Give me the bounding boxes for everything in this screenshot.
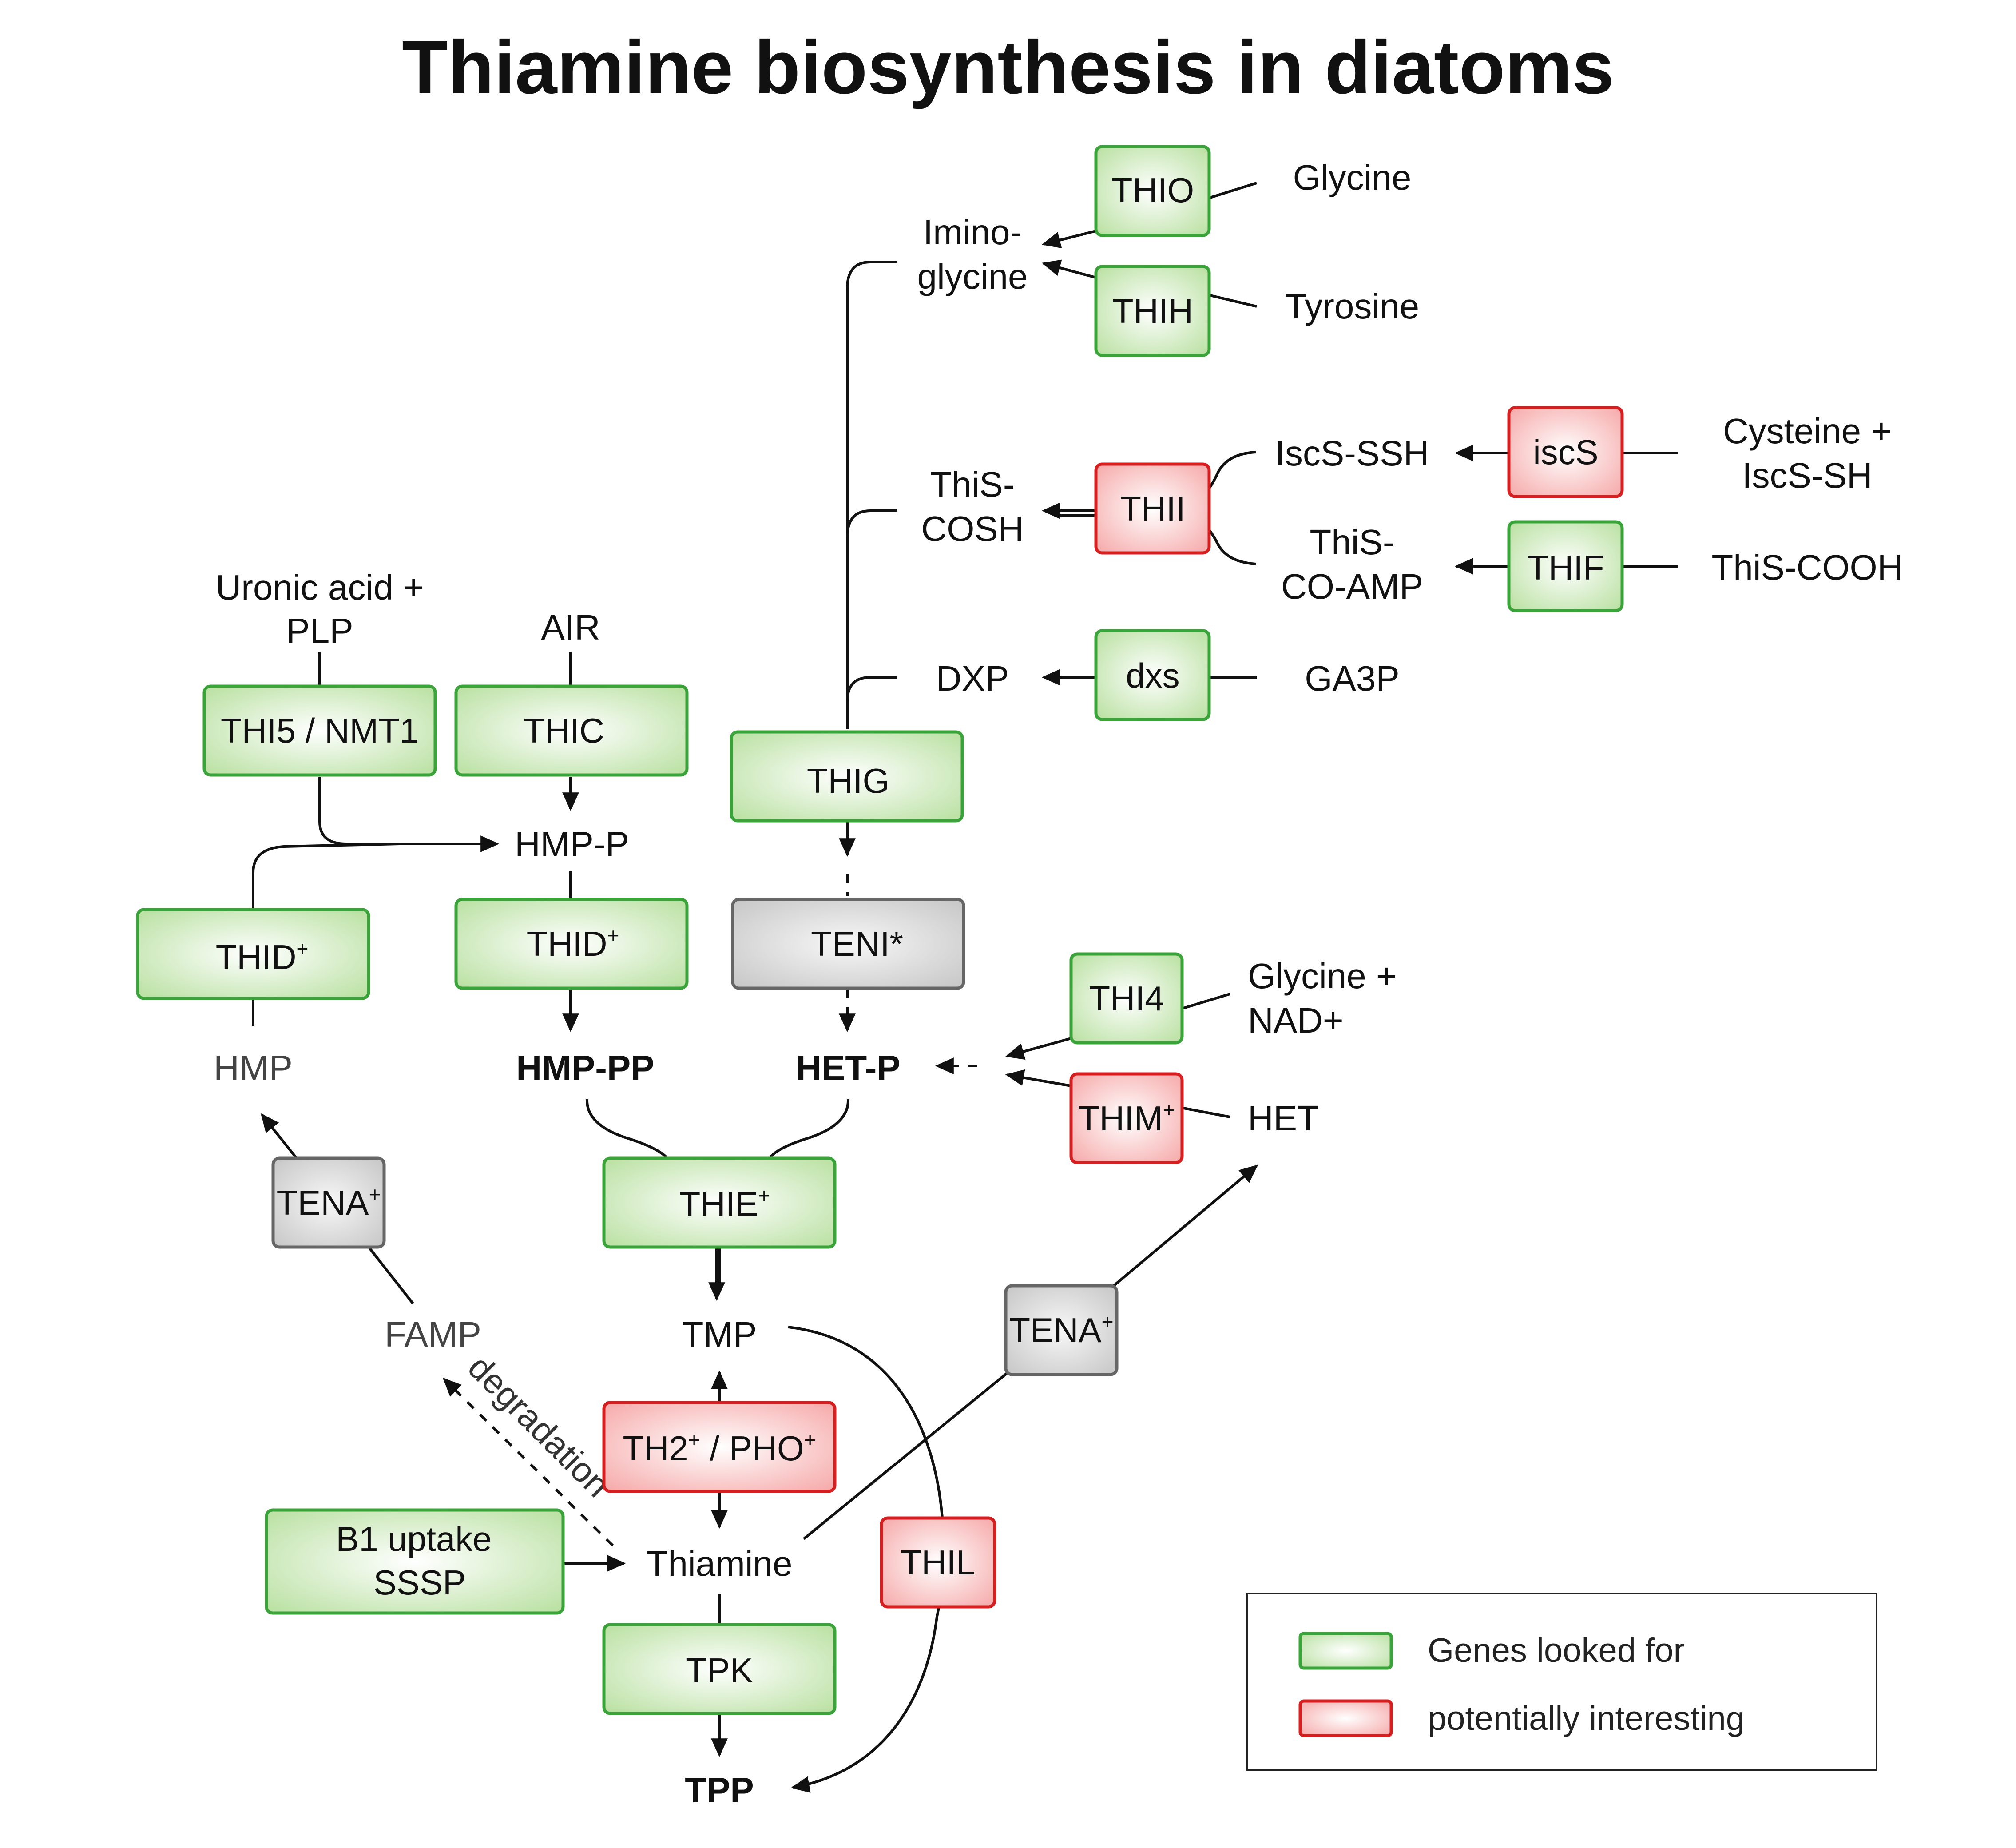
gene-label-b1-line1: B1 uptake (336, 1519, 492, 1558)
legend-label-potentially-interesting: potentially interesting (1428, 1700, 1745, 1737)
gene-label-thi5-nmt1: THI5 / NMT1 (221, 711, 419, 750)
compound-cysteine-line1: Cysteine + (1723, 411, 1892, 451)
gene-box-thif[interactable]: THIF (1507, 520, 1624, 612)
gene-label-thic: THIC (524, 711, 604, 750)
gene-box-thic[interactable]: THIC (454, 684, 689, 777)
gene-label-thif: THIF (1527, 548, 1604, 587)
diagram-title: Thiamine biosynthesis in diatoms (402, 25, 1614, 110)
compound-uronic-line2: PLP (286, 611, 353, 651)
compound-this-cooh: ThiS-COOH (1711, 548, 1903, 587)
compound-this-cosh-line2: COSH (921, 509, 1024, 548)
compound-hmp-p: HMP-P (515, 824, 629, 864)
compound-tmp: TMP (682, 1315, 757, 1354)
gene-label-b1-line2: SSSP (373, 1563, 466, 1602)
compound-air: AIR (541, 608, 600, 647)
gene-box-iscs[interactable]: iscS (1507, 406, 1624, 498)
compound-glycine-nad-line1: Glycine + (1248, 956, 1397, 996)
gene-box-tena-right[interactable]: TENA+ (1004, 1284, 1119, 1376)
gene-box-b1-uptake[interactable]: B1 uptake SSSP (265, 1508, 565, 1615)
gene-box-thig[interactable]: THIG (730, 730, 964, 823)
gene-label-thie: THIE+ (679, 1184, 770, 1224)
gene-label-tena-right: TENA+ (1009, 1310, 1114, 1350)
compound-this-coamp-line1: ThiS- (1310, 522, 1394, 562)
pathway-connectors (252, 182, 1678, 1793)
compound-this-coamp-line2: CO-AMP (1281, 567, 1423, 606)
gene-label-dxs: dxs (1126, 656, 1179, 695)
compound-tyrosine: Tyrosine (1285, 286, 1419, 326)
gene-label-tena-left: TENA+ (277, 1183, 381, 1222)
compound-dxp: DXP (936, 659, 1009, 698)
gene-box-thid-middle[interactable]: THID+ (454, 898, 689, 990)
gene-label-thii: THII (1120, 489, 1185, 528)
gene-label-thid-middle: THID+ (527, 924, 619, 963)
gene-box-tena-left[interactable]: TENA+ (271, 1156, 386, 1249)
gene-label-thil: THIL (900, 1543, 975, 1582)
gene-box-thil[interactable]: THIL (880, 1516, 996, 1609)
gene-box-thih[interactable]: THIH (1094, 265, 1211, 357)
compound-this-cosh-line1: ThiS- (930, 465, 1015, 504)
compound-glycine: Glycine (1293, 158, 1412, 197)
gene-box-thid-left[interactable]: THID+ (136, 908, 370, 1000)
legend: Genes looked for potentially interesting (1246, 1593, 1877, 1771)
gene-box-thi5-nmt1[interactable]: THI5 / NMT1 (202, 684, 437, 777)
gene-box-teni[interactable]: TENI* (731, 898, 965, 990)
gene-label-iscs: iscS (1533, 433, 1598, 472)
legend-label-genes-looked-for: Genes looked for (1428, 1632, 1685, 1669)
degradation-label: degradation (460, 1347, 618, 1505)
gene-box-thii[interactable]: THII (1094, 462, 1211, 555)
gene-box-thio[interactable]: THIO (1094, 145, 1211, 237)
gene-label-thid-left: THID+ (216, 937, 309, 977)
compound-hmp: HMP (214, 1048, 293, 1088)
gene-box-thim[interactable]: THIM+ (1069, 1072, 1184, 1164)
compound-hmp-pp: HMP-PP (516, 1048, 654, 1088)
legend-frame (1246, 1593, 1877, 1771)
compound-iminoglycine-line1: Imino- (923, 212, 1022, 252)
legend-swatch-red (1298, 1699, 1393, 1737)
compound-het-p: HET-P (796, 1048, 901, 1088)
gene-boxes: THIO THIH THII iscS THIF dxs THI (136, 145, 1624, 1715)
gene-label-th2-pho: TH2+ / PHO+ (623, 1428, 816, 1468)
compound-uronic-line1: Uronic acid + (215, 568, 424, 607)
gene-label-tpk: TPK (686, 1651, 753, 1690)
gene-label-thih: THIH (1112, 291, 1193, 330)
compound-glycine-nad-line2: NAD+ (1248, 1001, 1344, 1040)
gene-label-thig: THIG (807, 761, 889, 800)
gene-box-tpk[interactable]: TPK (602, 1623, 837, 1715)
compound-famp: FAMP (385, 1315, 481, 1354)
gene-box-th2-pho[interactable]: TH2+ / PHO+ (602, 1401, 837, 1493)
compound-cysteine-line2: IscS-SH (1742, 456, 1872, 495)
compound-iscs-ssh: IscS-SSH (1275, 433, 1429, 473)
gene-label-teni: TENI* (811, 924, 903, 963)
gene-label-thi4: THI4 (1089, 979, 1164, 1018)
gene-label-thim: THIM+ (1078, 1098, 1175, 1138)
legend-swatch-green (1298, 1632, 1393, 1670)
compound-tpp: TPP (685, 1770, 754, 1810)
gene-box-thie[interactable]: THIE+ (602, 1156, 837, 1249)
gene-label-thio: THIO (1111, 171, 1194, 210)
gene-box-dxs[interactable]: dxs (1094, 629, 1211, 721)
compound-ga3p: GA3P (1305, 659, 1399, 698)
compound-het: HET (1248, 1098, 1319, 1138)
compound-iminoglycine-line2: glycine (917, 257, 1028, 296)
compound-thiamine: Thiamine (646, 1544, 792, 1583)
gene-box-thi4[interactable]: THI4 (1069, 952, 1184, 1045)
